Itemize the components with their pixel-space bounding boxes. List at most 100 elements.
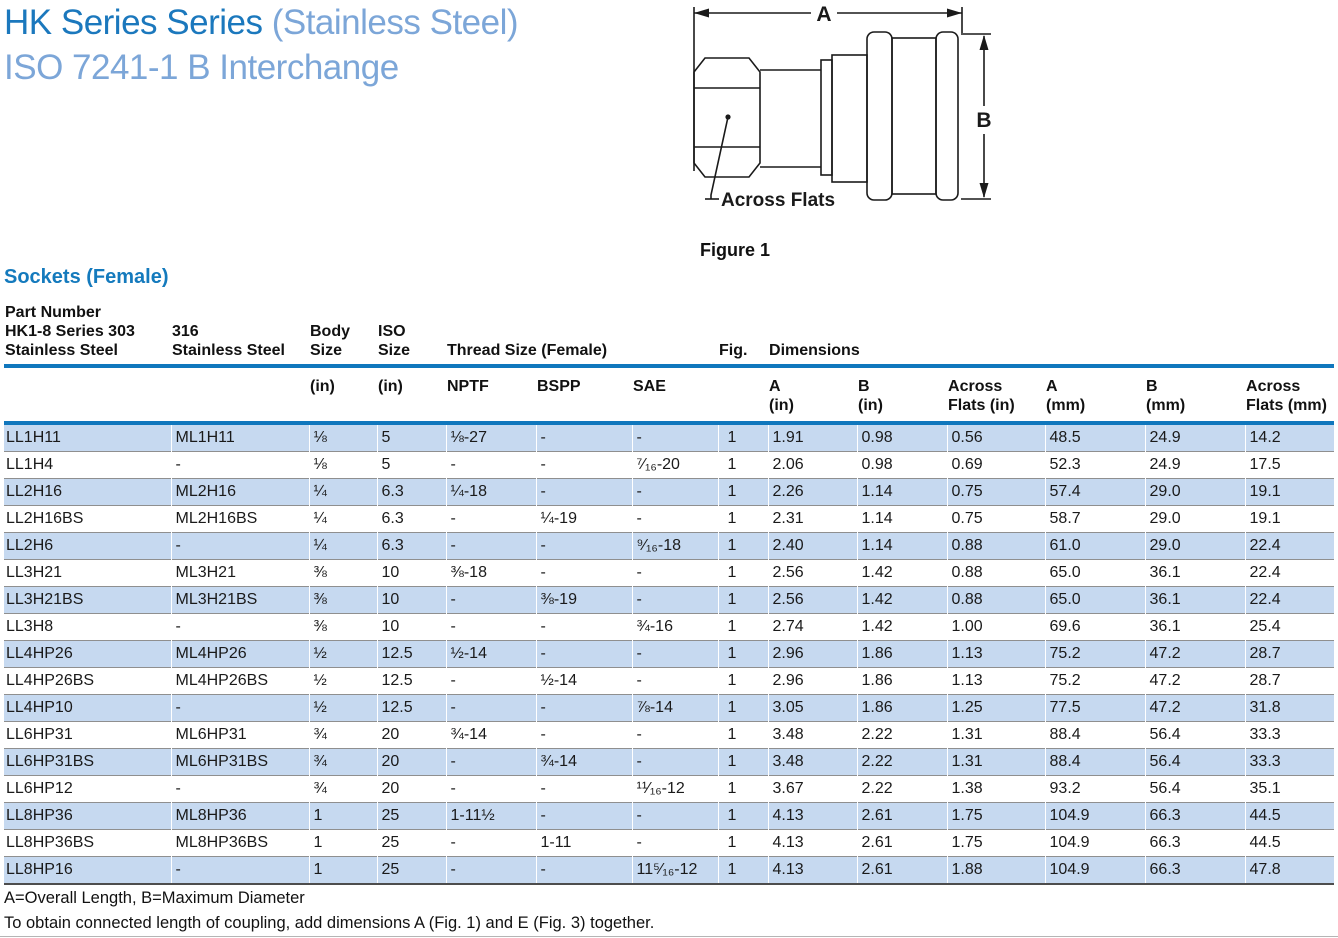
cell-b-mm: 24.9 (1144, 451, 1246, 479)
table-row: LL6HP12- ¾ 20- - ¹¹⁄₁₆-12 1 3.67 2.22 1.38 93.2 56… (4, 775, 1335, 803)
cell-part-316: - (170, 613, 309, 641)
cell-iso-size-in: 20 (376, 775, 446, 803)
cell-body-size-in: 1 (308, 829, 377, 857)
cell-b-mm: 24.9 (1144, 423, 1246, 452)
cell-part-316: - (170, 775, 309, 803)
cell-part-303: LL8HP36 (4, 802, 171, 830)
col-header-body-size: Body Size (309, 303, 377, 368)
cell-fig: 1 (717, 748, 769, 776)
cell-iso-size-in: 5 (376, 451, 446, 479)
cell-across-flats-mm: 33.3 (1244, 721, 1335, 749)
cell-bspp: 1-11 (535, 829, 632, 857)
table-row: LL3H21 ML3H21 ⅜ 10 ⅜-18- -1 2.56 1.42 0.88 65.0 36… (4, 559, 1335, 587)
cell-a-in: 2.31 (767, 505, 858, 533)
cell-a-in: 2.56 (767, 559, 858, 587)
cell-body-size-in: ⅛ (308, 423, 377, 452)
table-row: LL3H21BS ML3H21BS ⅜ 10- ⅜-19-1 2.56 1.42 0.88 65… (4, 586, 1335, 614)
cell-across-flats-in: 0.88 (946, 586, 1046, 614)
cell-part-316: - (170, 532, 309, 560)
dim-b-label: B (976, 109, 991, 132)
page-title: HK Series Series (Stainless Steel) ISO 7… (4, 0, 519, 90)
table-row: LL6HP31 ML6HP31 ¾ 20 ¾-14- -1 3.48 2.22 1.31 88.4… (4, 721, 1335, 749)
cell-a-in: 2.56 (767, 586, 858, 614)
cell-body-size-in: ¾ (308, 721, 377, 749)
table-row: LL8HP36 ML8HP36 1 25 1-11½ - -1 4.13 2.61 1.75 104… (4, 802, 1335, 830)
hex-outline (693, 57, 761, 178)
cell-fig: 1 (717, 423, 769, 452)
cell-fig: 1 (717, 667, 769, 695)
cell-b-mm: 36.1 (1144, 586, 1246, 614)
cell-b-mm: 36.1 (1144, 559, 1246, 587)
cell-part-303: LL2H16 (4, 478, 171, 506)
across-flats-leader (710, 116, 729, 199)
cell-body-size-in: ¼ (308, 532, 377, 560)
cell-across-flats-in: 0.75 (946, 478, 1046, 506)
cell-bspp: - (535, 423, 632, 452)
cell-nptf: - (445, 667, 536, 695)
cell-b-mm: 29.0 (1144, 478, 1246, 506)
cell-part-303: LL4HP26 (4, 640, 171, 668)
cell-iso-size-in: 25 (376, 856, 446, 885)
cell-fig: 1 (717, 613, 769, 641)
cell-across-flats-in: 1.31 (946, 721, 1046, 749)
cell-part-316: - (170, 694, 309, 722)
cell-iso-size-in: 12.5 (376, 667, 446, 695)
cell-part-303: LL6HP31BS (4, 748, 171, 776)
cell-across-flats-in: 1.13 (946, 667, 1046, 695)
cell-across-flats-in: 1.75 (946, 829, 1046, 857)
cell-b-in: 1.86 (856, 667, 948, 695)
cell-a-in: 4.13 (767, 856, 858, 885)
cell-nptf: ¼-18 (445, 478, 536, 506)
cell-part-316: ML2H16BS (170, 505, 309, 533)
cell-part-316: ML8HP36BS (170, 829, 309, 857)
cell-part-303: LL4HP26BS (4, 667, 171, 695)
cell-nptf: - (445, 613, 536, 641)
figure-caption: Figure 1 (700, 240, 771, 260)
cell-b-mm: 47.2 (1144, 667, 1246, 695)
cell-fig: 1 (717, 721, 769, 749)
cell-across-flats-mm: 19.1 (1244, 505, 1335, 533)
cell-b-in: 1.42 (856, 613, 948, 641)
cell-sae: - (631, 829, 719, 857)
cell-across-flats-in: 1.38 (946, 775, 1046, 803)
cell-part-316: ML4HP26BS (170, 667, 309, 695)
cell-a-in: 3.48 (767, 748, 858, 776)
cell-fig: 1 (717, 586, 769, 614)
table-row: LL1H4- ⅛ 5- - ⁷⁄₁₆-20 1 2.06 0.98 0.69 52.3 24.9 17… (4, 451, 1335, 479)
cell-a-in: 4.13 (767, 802, 858, 830)
cell-iso-size-in: 10 (376, 613, 446, 641)
cell-fig: 1 (717, 559, 769, 587)
cell-part-303: LL3H21BS (4, 586, 171, 614)
cell-bspp: - (535, 451, 632, 479)
table-body: LL1H11 ML1H11 ⅛ 5 ⅛-27- -1 1.91 0.98 0.56 48.5 24.… (4, 423, 1335, 885)
cell-body-size-in: ⅜ (308, 613, 377, 641)
page-title-line-1: HK Series Series (Stainless Steel) (4, 0, 519, 45)
cell-nptf: - (445, 694, 536, 722)
cell-body-size-in: ¼ (308, 505, 377, 533)
cell-a-mm: 52.3 (1044, 451, 1146, 479)
cell-across-flats-mm: 44.5 (1244, 829, 1335, 857)
subheader-nptf: NPTF (446, 366, 536, 425)
cell-part-303: LL6HP31 (4, 721, 171, 749)
cell-across-flats-in: 1.75 (946, 802, 1046, 830)
flange-ring-1 (866, 31, 893, 201)
cell-bspp: - (535, 802, 632, 830)
cell-part-316: ML1H11 (170, 423, 309, 452)
cell-nptf: - (445, 451, 536, 479)
subheader-b-in: B (in) (857, 366, 948, 425)
cell-body-size-in: 1 (308, 802, 377, 830)
cell-bspp: ¾-14 (535, 748, 632, 776)
cell-across-flats-mm: 22.4 (1244, 532, 1335, 560)
cell-b-in: 1.14 (856, 478, 948, 506)
bottom-divider (0, 936, 1338, 937)
table-row: LL4HP26BS ML4HP26BS ½ 12.5- ½-14-1 2.96 1.86 1.… (4, 667, 1335, 695)
cell-part-316: ML3H21BS (170, 586, 309, 614)
cell-a-in: 2.40 (767, 532, 858, 560)
cell-bspp: ⅜-19 (535, 586, 632, 614)
cell-across-flats-in: 1.13 (946, 640, 1046, 668)
cell-nptf: - (445, 532, 536, 560)
cell-fig: 1 (717, 694, 769, 722)
cell-b-mm: 47.2 (1144, 694, 1246, 722)
cell-across-flats-mm: 25.4 (1244, 613, 1335, 641)
cell-sae: - (631, 478, 719, 506)
